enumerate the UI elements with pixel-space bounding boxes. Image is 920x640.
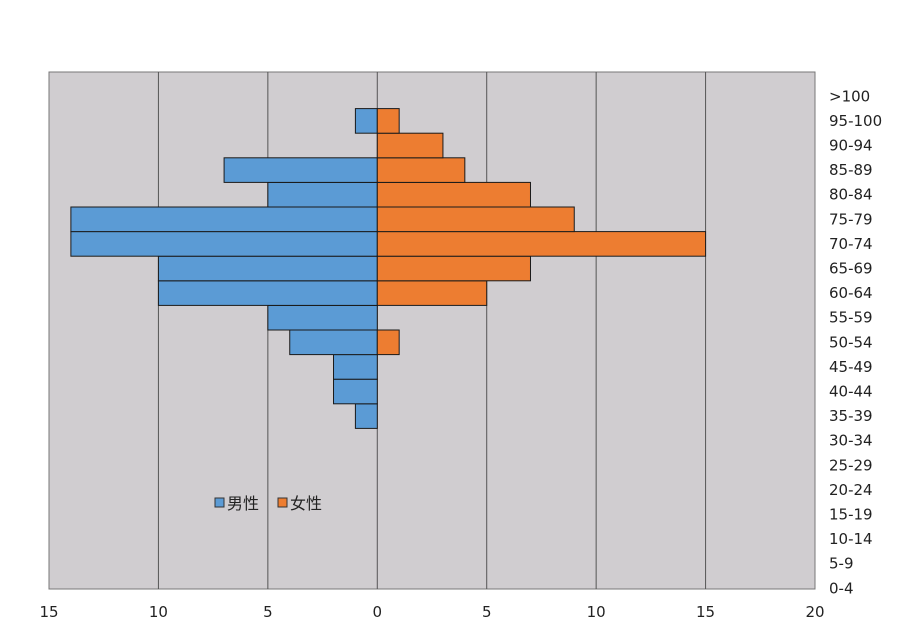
y-axis-tick-labels: 0-4 5-9 10-14 15-19 20-24 25-29 30-34 35-39 40-4… [829,87,882,597]
bar-female-60-64 [376,280,488,306]
x-tick-label: 5 [263,603,273,621]
y-tick-label: 45-49 [829,358,873,376]
y-tick-label: 30-34 [829,432,873,450]
x-tick-label: 10 [149,603,168,621]
bar-female-75-79 [376,206,575,233]
bar-male-85-89 [223,157,378,183]
y-tick-label: 10-14 [829,530,873,548]
bar-male-50-54 [289,329,378,356]
legend: 男性 女性 [214,494,322,513]
x-tick-label: 20 [805,603,824,621]
y-tick-label: 60-64 [829,284,873,302]
y-tick-label: 65-69 [829,260,873,278]
x-axis-tick-labels: 15 10 5 0 5 10 15 20 [39,603,824,621]
y-tick-label: 55-59 [829,309,873,327]
legend-swatch-male [214,497,225,508]
y-tick-label: 20-24 [829,481,873,499]
y-tick-label: 80-84 [829,186,873,204]
y-tick-label: 95-100 [829,112,882,130]
y-tick-label: 40-44 [829,383,873,401]
legend-label-female: 女性 [290,494,322,513]
bar-male-75-79 [70,206,378,233]
bar-male-80-84 [267,181,378,208]
bar-male-35-39 [354,403,378,429]
bar-male-95-100 [354,108,378,134]
bar-female-95-100 [376,108,400,134]
legend-label-male: 男性 [227,494,259,513]
bars [70,108,707,429]
y-tick-label: >100 [829,87,870,105]
x-tick-label: 15 [39,603,58,621]
y-tick-label: 75-79 [829,210,873,228]
y-tick-label: 15-19 [829,506,873,524]
bar-female-65-69 [376,255,531,282]
bar-male-65-69 [157,255,378,282]
y-tick-label: 85-89 [829,161,873,179]
legend-swatch-female [277,497,288,508]
bar-male-45-49 [333,354,378,380]
y-tick-label: 70-74 [829,235,873,253]
y-tick-label: 90-94 [829,137,873,155]
y-tick-label: 5-9 [829,555,854,573]
bar-male-60-64 [157,280,378,306]
x-tick-label: 10 [587,603,606,621]
y-tick-label: 25-29 [829,456,873,474]
y-tick-label: 0-4 [829,579,854,597]
bar-male-70-74 [70,231,378,257]
y-tick-label: 50-54 [829,333,873,351]
bar-female-85-89 [376,157,466,183]
bar-male-40-44 [333,378,378,405]
bar-female-80-84 [376,181,531,208]
bar-female-90-94 [376,132,444,159]
x-tick-label: 5 [482,603,492,621]
bar-female-70-74 [376,231,707,257]
y-tick-label: 35-39 [829,407,873,425]
bar-female-50-54 [376,329,400,356]
bar-male-55-59 [267,304,378,331]
x-tick-label: 15 [696,603,715,621]
x-tick-label: 0 [373,603,383,621]
